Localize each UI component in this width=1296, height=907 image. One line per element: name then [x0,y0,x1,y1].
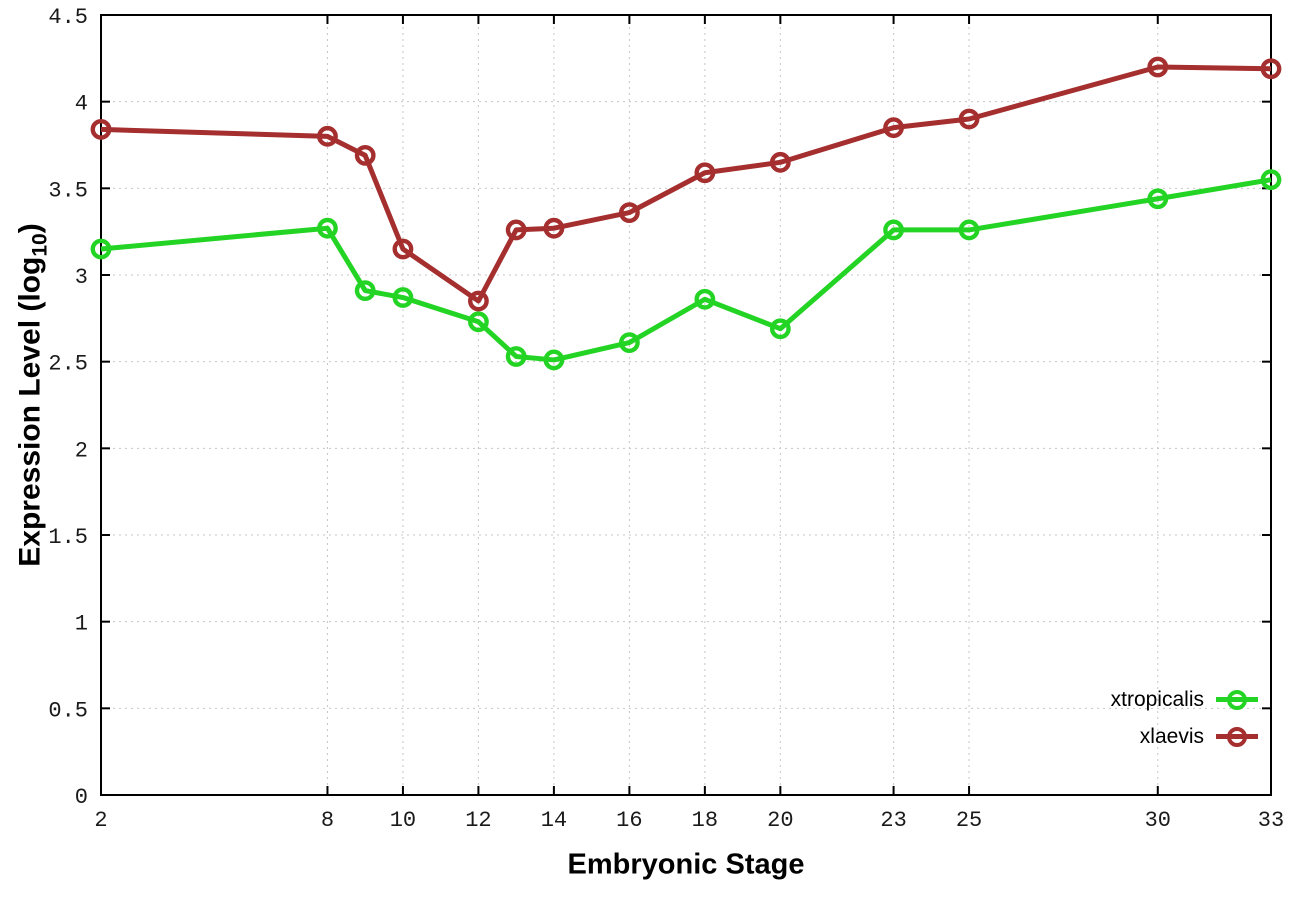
legend: xtropicalis xlaevis [1111,681,1258,755]
y-tick-label: 1 [75,612,88,637]
data-point-xtropicalis [883,219,904,241]
data-point-xtropicalis [354,280,376,301]
y-tick-label: 4 [75,92,88,117]
x-tick-label: 16 [616,808,642,833]
data-point-xtropicalis [769,318,791,340]
data-point-xlaevis [1260,58,1282,80]
data-point-xlaevis [769,151,791,173]
series-line-xtropicalis [100,177,1272,363]
data-point-xlaevis [392,238,414,260]
y-axis-title: Expression Level (log10) [14,223,53,566]
data-point-xlaevis [1147,56,1169,78]
data-point-xtropicalis [618,332,640,353]
data-point-xlaevis [90,118,112,140]
x-tick-label: 20 [767,808,793,833]
x-tick-label: 18 [692,808,718,833]
y-tick-label: 3 [75,265,88,290]
data-point-xlaevis [505,219,527,241]
y-tick-label: 4.5 [48,5,88,30]
data-point-xtropicalis [1260,169,1282,191]
data-point-xtropicalis [694,288,716,310]
legend-marker-xtropicalis [1216,689,1258,710]
data-point-xlaevis [694,162,716,184]
x-tick-label: 33 [1258,808,1284,833]
legend-item-xlaevis: xlaevis [1111,718,1258,755]
data-point-xtropicalis [468,311,489,333]
data-point-xlaevis [958,108,980,130]
series-line-xlaevis [100,64,1272,304]
legend-marker-xlaevis [1216,726,1258,747]
legend-circle-marker-icon [1227,689,1247,710]
legend-circle-marker-icon [1227,726,1247,747]
y-axis-title-subscript: 10 [28,233,52,257]
y-tick-label: 0.5 [48,698,88,723]
plot-border [100,14,1272,796]
x-tick-label: 12 [465,808,491,833]
y-tick-label: 0 [75,785,88,810]
x-tick-label: 14 [541,808,567,833]
data-point-xlaevis [618,202,640,224]
data-point-xlaevis [354,144,376,166]
y-axis-title-end: ) [13,223,47,234]
x-tick-label: 2 [94,808,107,833]
y-tick-label: 1.5 [48,525,88,550]
data-point-xtropicalis [392,287,414,308]
data-point-xtropicalis [317,217,338,239]
x-tick-label: 30 [1145,808,1171,833]
y-tick-label: 3.5 [48,178,88,203]
data-point-xtropicalis [1147,188,1169,210]
data-point-xlaevis [883,117,904,139]
legend-label-xtropicalis: xtropicalis [1110,687,1204,711]
y-tick-label: 2 [75,438,88,463]
data-point-xtropicalis [505,346,527,367]
data-point-xtropicalis [958,219,980,241]
legend-item-xtropicalis: xtropicalis [1111,681,1258,718]
y-axis-title-main: Expression Level (log [13,256,47,567]
x-tick-label: 8 [321,808,334,833]
x-tick-label: 25 [956,808,982,833]
x-tick-label: 10 [390,808,416,833]
data-point-xlaevis [543,217,565,239]
data-point-xlaevis [317,125,338,147]
x-axis-title: Embryonic Stage [567,848,805,881]
legend-label-xlaevis: xlaevis [1139,724,1204,748]
data-point-xtropicalis [543,349,565,371]
y-tick-label: 2.5 [48,352,88,377]
data-point-xtropicalis [90,238,112,260]
data-point-xlaevis [468,290,489,312]
x-tick-label: 23 [880,808,906,833]
